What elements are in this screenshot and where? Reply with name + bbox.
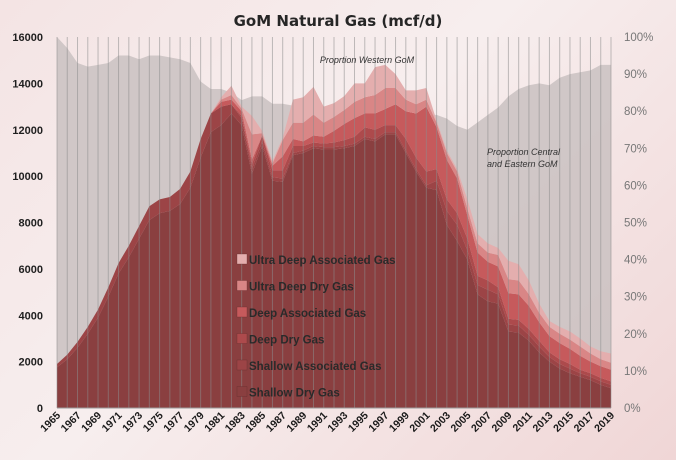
legend-label: Deep Dry Gas [249,335,324,347]
x-tick-label: 1975 [141,410,166,435]
annotations: Proprtion Western GoM Proportion Central… [320,55,561,169]
annotation-central-line1: Proportion Central [487,147,561,157]
x-tick-label: 2011 [510,410,535,435]
legend-label: Ultra Deep Dry Gas [249,282,354,294]
series-area-3 [57,99,611,382]
x-tick-label: 2005 [448,410,473,435]
x-tick-label: 2017 [572,410,597,435]
annotation-central-line2: and Eastern GoM [487,159,558,169]
legend-swatch [236,386,248,397]
series-area-2 [57,104,611,385]
y2-tick-label: 40% [624,255,647,267]
y-tick-label: 4000 [19,310,43,322]
y2-tick-label: 90% [624,69,647,81]
legend-label: Shallow Dry Gas [249,388,340,400]
x-tick-label: 1979 [182,410,207,435]
y2-tick-label: 10% [624,366,647,378]
x-tick-label: 1981 [202,410,227,435]
y-tick-label: 12000 [12,125,43,137]
x-tick-label: 2001 [407,410,432,435]
x-tick-label: 2009 [490,410,515,435]
y-tick-label: 16000 [12,32,43,44]
y-tick-label: 10000 [12,171,43,183]
x-tick-label: 1995 [346,410,371,435]
plot-area [56,37,612,409]
y-tick-label: 2000 [19,357,43,369]
y-tick-label: 8000 [19,218,43,230]
y2-tick-label: 80% [624,106,647,118]
legend-swatch [236,253,248,265]
x-tick-label: 1989 [284,410,309,435]
x-tick-label: 1971 [100,410,125,435]
y2-tick-label: 60% [624,180,647,192]
y2-tick-label: 20% [624,329,647,341]
y2-tick-label: 50% [624,218,647,230]
x-tick-label: 2013 [531,410,556,435]
legend-label: Shallow Associated Gas [249,361,382,373]
x-tick-label: 2019 [592,410,617,435]
y2-tick-label: 30% [624,292,647,304]
legend-swatch [236,359,248,371]
legend-swatch [236,280,248,291]
x-tick-label: 1969 [79,410,104,435]
legend-label: Ultra Deep Associated Gas [249,255,396,267]
y-tick-label: 0 [37,403,43,415]
legend-swatch [236,306,248,318]
x-tick-label: 1997 [366,410,391,435]
y2-tick-label: 0% [624,403,641,415]
x-tick-label: 1983 [223,410,248,435]
legend-swatch [236,333,248,344]
x-tick-label: 1993 [325,410,350,435]
x-tick-label: 2015 [551,410,576,435]
x-tick-label: 1985 [243,410,268,435]
x-tick-label: 1999 [387,410,412,435]
x-tick-label: 2003 [428,410,453,435]
x-tick-label: 1987 [264,410,289,435]
y-tick-label: 6000 [19,264,43,276]
y-tick-label: 14000 [12,78,43,90]
x-tick-label: 1973 [120,410,145,435]
x-tick-label: 1977 [161,410,186,435]
y2-tick-label: 70% [624,143,647,155]
chart-title: GoM Natural Gas (mcf/d) [234,12,443,30]
legend: Ultra Deep Associated Gas Ultra Deep Dry … [236,253,396,400]
legend-label: Deep Associated Gas [249,308,366,320]
annotation-western: Proprtion Western GoM [320,55,415,65]
x-tick-label: 1991 [305,410,330,435]
x-tick-label: 1967 [59,410,84,435]
y2-tick-label: 100% [624,32,653,44]
x-tick-label: 2007 [469,410,494,435]
